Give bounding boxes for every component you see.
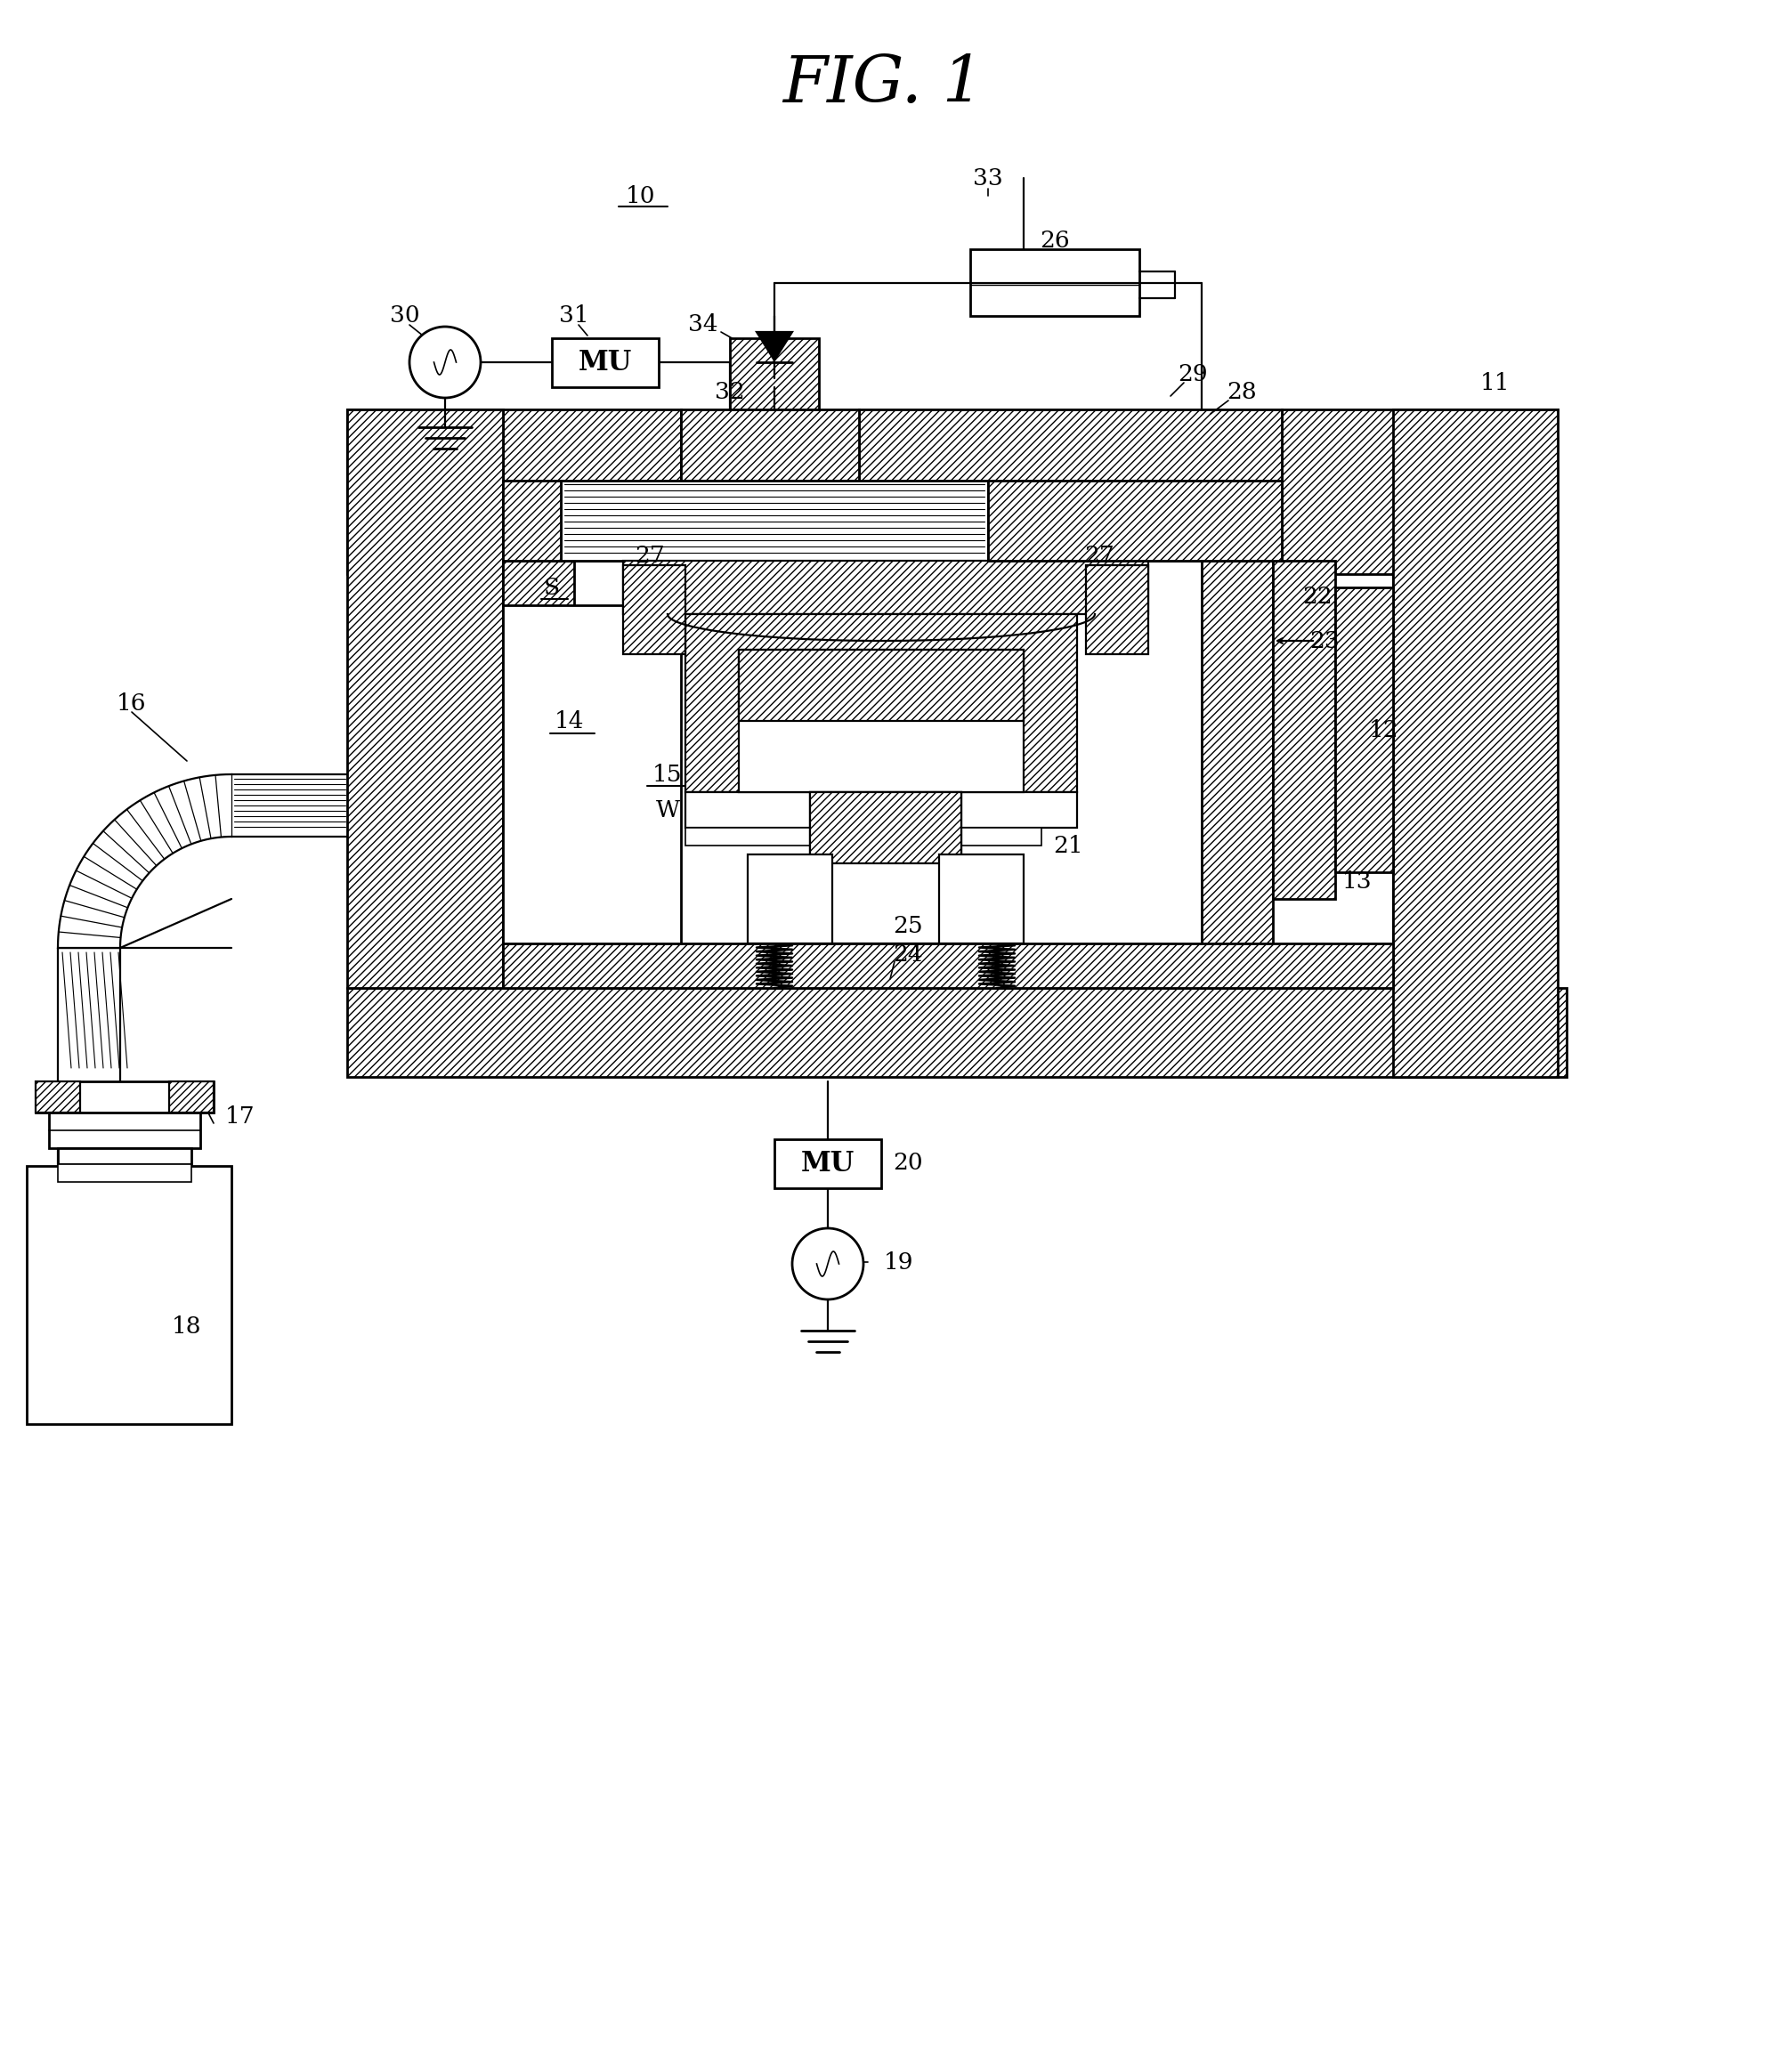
Text: 19: 19 [885,1251,915,1272]
Bar [26,1167,231,1423]
Bar [503,605,682,943]
Bar [623,562,1148,613]
Bar [685,827,1042,845]
Text: 16: 16 [117,692,147,715]
Text: 11: 11 [1480,371,1510,394]
Text: 22: 22 [1302,584,1332,607]
Text: MU: MU [579,348,632,375]
Bar [682,410,858,481]
Bar [729,338,819,410]
Bar [348,988,1566,1077]
Text: 34: 34 [689,313,719,336]
Bar [775,1140,881,1187]
Text: 27: 27 [1084,545,1114,568]
Bar [170,1082,214,1113]
Bar [58,1148,191,1164]
Bar [1393,410,1558,1077]
Text: 15: 15 [653,762,682,785]
Bar [858,410,1282,524]
Bar [970,249,1139,315]
Bar [685,613,1077,792]
Bar [348,410,503,988]
Bar [1335,588,1393,872]
Bar [551,338,659,387]
Text: 26: 26 [1040,230,1070,251]
Bar [738,651,1024,721]
Text: 23: 23 [1309,630,1340,653]
Bar [348,410,503,574]
Bar [35,1082,214,1113]
Bar [503,481,562,562]
Bar [503,562,574,988]
Bar [811,792,961,943]
Text: 27: 27 [634,545,664,568]
Text: S: S [544,576,560,599]
Bar [503,562,1393,988]
Bar [503,410,682,524]
Text: W: W [655,800,680,821]
Bar [811,792,961,864]
Bar [562,481,987,562]
Bar [1282,410,1558,574]
Bar [747,854,832,943]
Text: MU: MU [802,1150,855,1177]
Text: 28: 28 [1227,381,1257,402]
Text: 18: 18 [171,1316,201,1336]
Bar [35,1082,79,1113]
Circle shape [410,327,480,398]
Text: 14: 14 [555,711,585,731]
Bar [738,651,1024,792]
Text: 20: 20 [894,1152,924,1175]
Text: 25: 25 [894,914,924,937]
Bar [503,943,1393,988]
Text: 32: 32 [715,381,745,402]
Text: 24: 24 [894,943,924,966]
Text: 17: 17 [226,1106,256,1127]
Bar [1273,562,1335,899]
Circle shape [793,1229,864,1299]
Text: 30: 30 [390,305,420,327]
Bar [1086,566,1148,655]
Text: 12: 12 [1369,719,1399,742]
Text: 31: 31 [560,305,590,327]
Bar [940,854,1024,943]
Text: 29: 29 [1178,363,1208,385]
Bar [1201,562,1273,988]
Polygon shape [756,332,793,361]
Text: 21: 21 [1053,835,1083,856]
Bar [58,1164,191,1181]
Text: 33: 33 [973,168,1003,189]
Bar [685,792,1077,827]
Text: 10: 10 [625,184,655,207]
Bar [623,566,685,655]
Bar [987,481,1282,562]
Bar [49,1113,200,1148]
Text: 13: 13 [1342,870,1372,893]
Text: FIG. 1: FIG. 1 [782,54,984,116]
